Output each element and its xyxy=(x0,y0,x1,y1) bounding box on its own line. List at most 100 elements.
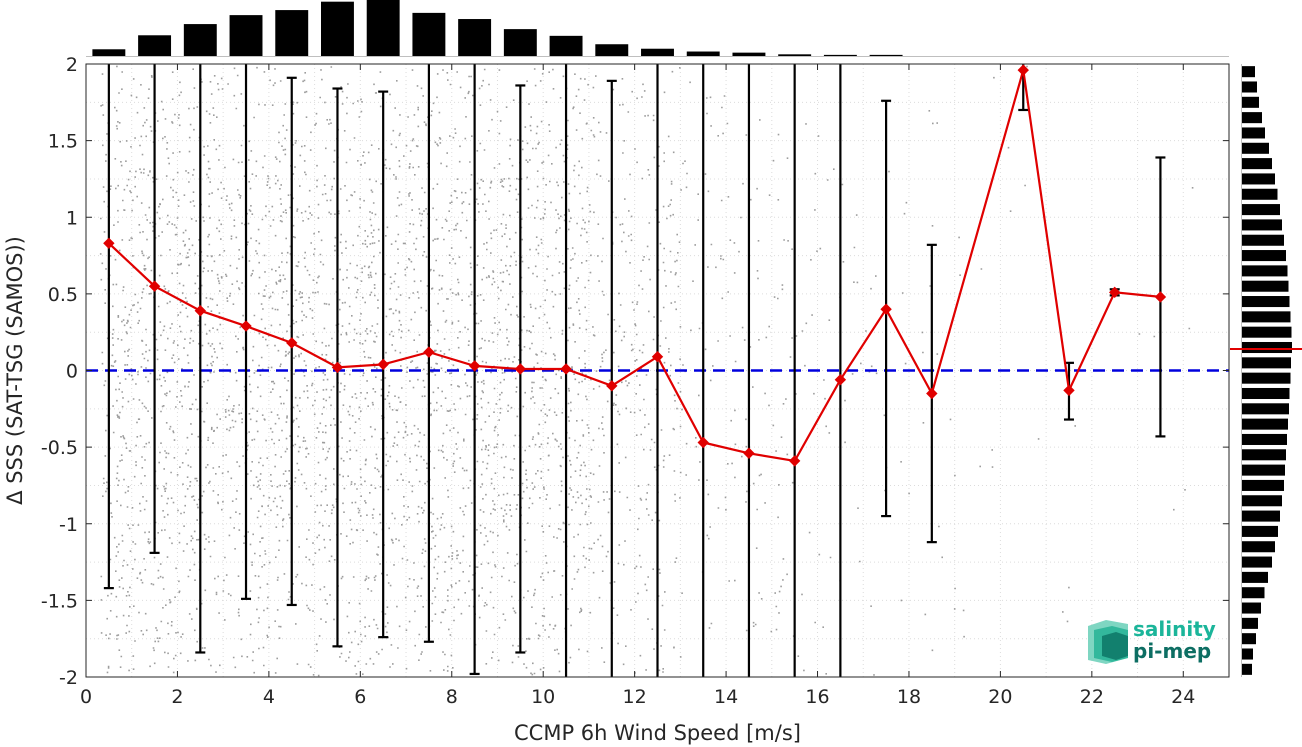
series-point xyxy=(697,436,709,449)
top-histogram-bar xyxy=(503,29,537,56)
right-histogram-bar xyxy=(1242,633,1256,645)
logo-line2: pi-mep xyxy=(1133,639,1212,663)
main-plot xyxy=(85,63,1230,678)
series-point xyxy=(377,358,389,371)
series-point xyxy=(1108,286,1121,299)
series-point xyxy=(514,363,527,375)
right-histogram-bar xyxy=(1242,510,1280,522)
y-tick-label: 2 xyxy=(66,54,78,76)
x-tick-label: 16 xyxy=(805,686,829,708)
top-histogram-bar xyxy=(732,52,766,56)
y-axis-label: Δ SSS (SAT-TSG (SAMOS)) xyxy=(3,236,27,505)
top-histogram-bar xyxy=(686,51,720,56)
y-tick-label: -1.5 xyxy=(41,590,78,612)
top-histogram-bar xyxy=(412,12,446,56)
series-point xyxy=(1063,384,1075,397)
top-histogram-bar xyxy=(275,10,309,56)
right-histogram-bar xyxy=(1242,219,1282,231)
x-axis-ticks: 0 2 4 6 8 10 12 14 16 18 20 22 24 xyxy=(80,64,1195,708)
series-point xyxy=(331,361,344,374)
x-tick-label: 10 xyxy=(531,686,555,708)
right-histogram-bar xyxy=(1242,280,1289,292)
x-tick-label: 6 xyxy=(354,686,366,708)
series-point xyxy=(743,447,755,459)
right-histogram-bar xyxy=(1242,173,1275,185)
right-histogram-bar xyxy=(1242,418,1288,430)
mean-series-markers xyxy=(103,64,1167,467)
series-point xyxy=(1017,64,1029,76)
right-histogram-bar xyxy=(1242,587,1265,599)
right-histogram-bar xyxy=(1242,602,1261,614)
top-histogram-bar xyxy=(458,19,492,56)
right-histogram-bar xyxy=(1242,617,1258,629)
right-histogram-bar xyxy=(1242,449,1286,461)
x-tick-label: 2 xyxy=(171,686,183,708)
x-tick-label: 14 xyxy=(714,686,738,708)
series-point xyxy=(1154,291,1167,303)
right-histogram-bar xyxy=(1242,433,1287,445)
right-histogram-bar xyxy=(1242,265,1288,277)
x-axis-label: CCMP 6h Wind Speed [m/s] xyxy=(514,721,801,745)
series-point xyxy=(788,455,801,467)
right-histogram-bar xyxy=(1242,663,1252,675)
x-tick-label: 20 xyxy=(988,686,1012,708)
right-histogram-bar xyxy=(1242,372,1291,384)
right-histogram-bar xyxy=(1242,81,1257,93)
x-tick-label: 22 xyxy=(1080,686,1104,708)
top-histogram-bar xyxy=(869,54,903,56)
top-histogram xyxy=(86,0,1229,57)
right-histogram-bar xyxy=(1242,357,1291,369)
right-histogram-bar xyxy=(1242,66,1255,78)
top-histogram-bar xyxy=(778,54,812,56)
right-histogram-bar xyxy=(1242,341,1292,354)
x-tick-label: 24 xyxy=(1171,686,1195,708)
top-histogram-bar xyxy=(321,1,354,56)
right-histogram-bar xyxy=(1242,96,1259,108)
series-point xyxy=(194,305,207,317)
right-histogram xyxy=(1230,64,1302,677)
series-point xyxy=(834,373,847,386)
y-tick-label: 1 xyxy=(66,207,78,229)
right-histogram-bar xyxy=(1242,234,1284,246)
series-point xyxy=(148,280,161,292)
y-tick-label: -1 xyxy=(59,514,78,536)
logo-text: salinity pi-mep xyxy=(1133,618,1216,662)
x-tick-label: 12 xyxy=(623,686,647,708)
right-histogram-bar xyxy=(1242,479,1284,491)
right-histogram-bar xyxy=(1242,556,1272,568)
top-histogram-bar xyxy=(595,44,629,56)
top-histogram-bar xyxy=(366,0,400,56)
right-histogram-bar xyxy=(1242,204,1280,216)
logo-line1: salinity xyxy=(1133,617,1216,641)
y-tick-label: -0.5 xyxy=(41,437,78,459)
series-point xyxy=(423,346,435,358)
right-histogram-bar xyxy=(1242,525,1278,537)
top-histogram-bar xyxy=(823,54,857,56)
y-tick-label: 0 xyxy=(66,361,78,383)
top-histogram-bar xyxy=(138,35,172,56)
top-histogram-bar xyxy=(549,35,583,56)
y-tick-label: 0.5 xyxy=(48,284,78,306)
right-histogram-bar xyxy=(1242,158,1272,170)
right-histogram-bar xyxy=(1242,571,1268,583)
x-tick-label: 4 xyxy=(263,686,275,708)
series-point xyxy=(103,237,115,250)
x-tick-label: 18 xyxy=(897,686,921,708)
series-point xyxy=(560,363,572,375)
top-histogram-bar xyxy=(183,24,217,56)
right-histogram-bar xyxy=(1242,326,1292,338)
right-histogram-bar xyxy=(1242,311,1291,323)
x-tick-label: 8 xyxy=(446,686,458,708)
right-histogram-bar xyxy=(1242,112,1262,124)
right-histogram-bar xyxy=(1242,188,1278,200)
series-point xyxy=(880,303,892,315)
series-point xyxy=(468,360,481,372)
right-histogram-bar xyxy=(1242,142,1269,154)
right-histogram-bar xyxy=(1242,387,1290,400)
right-histogram-bar xyxy=(1242,250,1286,262)
right-histogram-bar xyxy=(1242,296,1290,308)
y-tick-label: -2 xyxy=(59,667,78,689)
x-tick-label: 0 xyxy=(80,686,92,708)
right-histogram-bar xyxy=(1242,403,1289,415)
